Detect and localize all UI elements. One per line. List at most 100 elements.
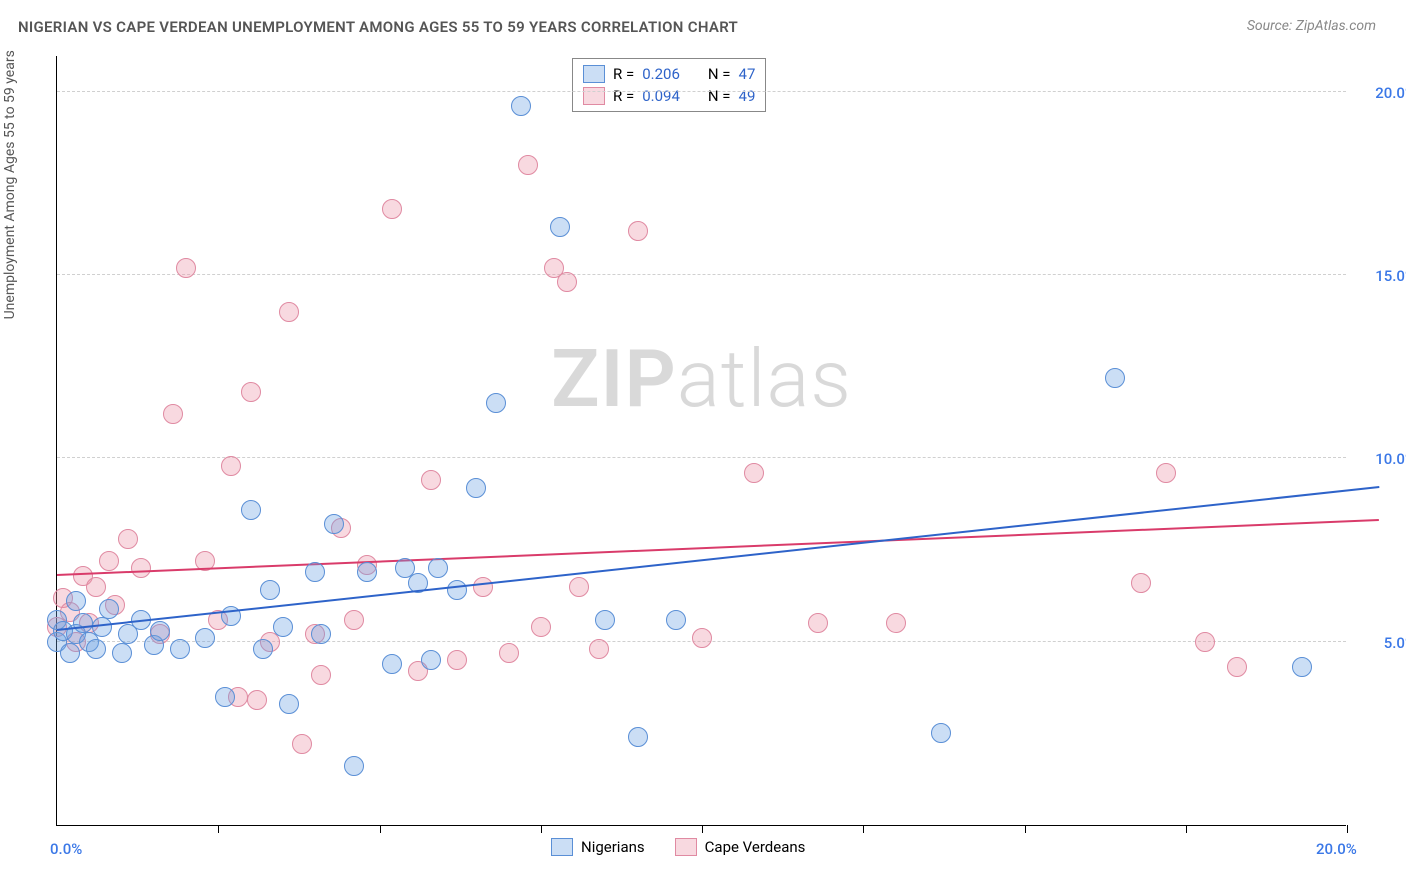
x-tick-label: 0.0% xyxy=(50,840,82,858)
data-point xyxy=(357,562,377,582)
data-point xyxy=(344,610,364,630)
stats-row: R =0.094N =49 xyxy=(583,85,755,107)
data-point xyxy=(92,617,112,637)
y-axis-label: Unemployment Among Ages 55 to 59 years xyxy=(2,50,18,319)
data-point xyxy=(99,551,119,571)
data-point xyxy=(73,613,93,633)
x-tick xyxy=(541,825,542,833)
legend-label: Cape Verdeans xyxy=(705,838,806,856)
data-point xyxy=(150,621,170,641)
data-point xyxy=(550,217,570,237)
data-point xyxy=(99,599,119,619)
r-value: 0.206 xyxy=(642,65,680,83)
x-tick xyxy=(218,825,219,833)
data-point xyxy=(1195,632,1215,652)
data-point xyxy=(518,155,538,175)
y-tick-label: 10.0% xyxy=(1356,450,1406,468)
data-point xyxy=(557,272,577,292)
data-point xyxy=(511,96,531,116)
data-point xyxy=(628,727,648,747)
legend-item: Cape Verdeans xyxy=(675,838,806,856)
data-point xyxy=(1105,368,1125,388)
x-tick xyxy=(1025,825,1026,833)
x-tick xyxy=(380,825,381,833)
data-point xyxy=(473,577,493,597)
data-point xyxy=(886,613,906,633)
data-point xyxy=(279,302,299,322)
data-point xyxy=(195,628,215,648)
x-tick xyxy=(702,825,703,833)
data-point xyxy=(247,690,267,710)
legend-swatch xyxy=(675,838,697,856)
legend-swatch xyxy=(583,65,605,83)
data-point xyxy=(305,562,325,582)
n-label: N = xyxy=(708,65,731,83)
data-point xyxy=(86,639,106,659)
gridline xyxy=(57,91,1346,92)
data-point xyxy=(589,639,609,659)
data-point xyxy=(163,404,183,424)
r-label: R = xyxy=(613,65,634,83)
data-point xyxy=(1156,463,1176,483)
data-point xyxy=(1131,573,1151,593)
data-point xyxy=(311,624,331,644)
regression-line xyxy=(57,519,1379,576)
series-legend: Nigerians Cape Verdeans xyxy=(551,838,805,856)
data-point xyxy=(569,577,589,597)
gridline xyxy=(57,457,1346,458)
data-point xyxy=(808,613,828,633)
watermark: ZIPatlas xyxy=(551,332,852,426)
data-point xyxy=(60,643,80,663)
data-point xyxy=(112,643,132,663)
data-point xyxy=(1227,657,1247,677)
x-tick xyxy=(1347,825,1348,833)
data-point xyxy=(382,199,402,219)
data-point xyxy=(170,639,190,659)
data-point xyxy=(466,478,486,498)
y-tick-label: 20.0% xyxy=(1356,84,1406,102)
data-point xyxy=(499,643,519,663)
data-point xyxy=(118,529,138,549)
data-point xyxy=(447,650,467,670)
y-tick-label: 5.0% xyxy=(1356,634,1406,652)
data-point xyxy=(253,639,273,659)
data-point xyxy=(131,558,151,578)
data-point xyxy=(421,470,441,490)
y-tick-label: 15.0% xyxy=(1356,267,1406,285)
data-point xyxy=(428,558,448,578)
legend-item: Nigerians xyxy=(551,838,645,856)
data-point xyxy=(215,687,235,707)
data-point xyxy=(447,580,467,600)
n-value: 47 xyxy=(739,65,756,83)
scatter-plot: ZIPatlas R =0.206N =47R =0.094N =49 5.0%… xyxy=(56,56,1346,826)
data-point xyxy=(666,610,686,630)
legend-label: Nigerians xyxy=(581,838,645,856)
data-point xyxy=(273,617,293,637)
x-tick-label: 20.0% xyxy=(1316,840,1357,858)
data-point xyxy=(421,650,441,670)
data-point xyxy=(86,577,106,597)
data-point xyxy=(324,514,344,534)
x-tick xyxy=(1186,825,1187,833)
data-point xyxy=(744,463,764,483)
data-point xyxy=(260,580,280,600)
data-point xyxy=(486,393,506,413)
source-attribution: Source: ZipAtlas.com xyxy=(1247,18,1376,34)
data-point xyxy=(241,382,261,402)
x-tick xyxy=(863,825,864,833)
correlation-stats-legend: R = 0.206 N = 47 R =0.094N =49 xyxy=(572,58,766,112)
data-point xyxy=(595,610,615,630)
data-point xyxy=(344,756,364,776)
data-point xyxy=(628,221,648,241)
data-point xyxy=(221,456,241,476)
data-point xyxy=(241,500,261,520)
data-point xyxy=(382,654,402,674)
data-point xyxy=(279,694,299,714)
data-point xyxy=(931,723,951,743)
legend-swatch xyxy=(551,838,573,856)
data-point xyxy=(311,665,331,685)
data-point xyxy=(1292,657,1312,677)
gridline xyxy=(57,274,1346,275)
chart-title: NIGERIAN VS CAPE VERDEAN UNEMPLOYMENT AM… xyxy=(18,18,738,36)
data-point xyxy=(66,591,86,611)
